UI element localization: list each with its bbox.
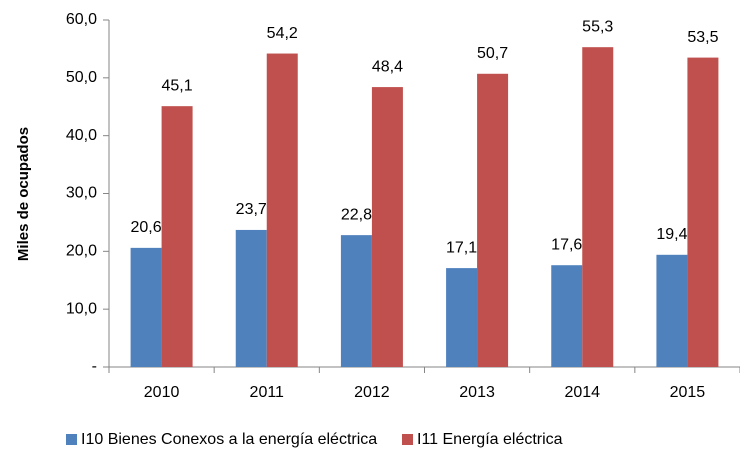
x-tick-label: 2012 <box>354 384 390 401</box>
data-label: 54,2 <box>267 25 298 42</box>
data-label: 17,6 <box>551 236 582 253</box>
legend-label: I11 Energía eléctrica <box>417 431 563 448</box>
y-tick-label: 60,0 <box>66 11 97 28</box>
legend-swatch <box>66 434 77 445</box>
y-tick-label: 10,0 <box>66 300 97 317</box>
legend-swatch <box>402 434 413 445</box>
bar <box>551 265 583 367</box>
legend-label: I10 Bienes Conexos a la energía eléctric… <box>81 431 377 448</box>
bar <box>446 268 478 367</box>
bar <box>656 254 688 367</box>
y-tick-label: 50,0 <box>66 69 97 86</box>
bar <box>235 229 267 367</box>
bar <box>582 47 614 367</box>
x-tick-label: 2013 <box>459 384 495 401</box>
data-label: 17,1 <box>446 239 477 256</box>
y-tick-label: 40,0 <box>66 127 97 144</box>
bar <box>477 73 509 367</box>
y-tick-label: - <box>92 358 97 375</box>
x-tick-label: 2015 <box>670 384 706 401</box>
x-tick-label: 2010 <box>144 384 180 401</box>
data-label: 50,7 <box>477 45 508 62</box>
data-label: 20,6 <box>131 219 162 236</box>
data-label: 23,7 <box>236 201 267 218</box>
data-label: 45,1 <box>162 77 193 94</box>
bar <box>371 87 403 367</box>
x-tick-label: 2011 <box>250 384 285 401</box>
bar <box>130 247 162 367</box>
data-label: 53,5 <box>687 29 718 46</box>
y-tick-label: 20,0 <box>66 243 97 260</box>
data-label: 55,3 <box>582 18 613 35</box>
bar <box>687 57 719 367</box>
y-tick-label: 30,0 <box>66 185 97 202</box>
data-label: 19,4 <box>656 226 687 243</box>
bar <box>161 106 193 368</box>
bar <box>340 235 372 367</box>
bar <box>266 53 298 367</box>
data-label: 22,8 <box>341 206 372 223</box>
y-axis-title: Miles de ocupados <box>15 127 32 261</box>
x-tick-label: 2014 <box>564 384 600 401</box>
data-label: 48,4 <box>372 58 403 75</box>
